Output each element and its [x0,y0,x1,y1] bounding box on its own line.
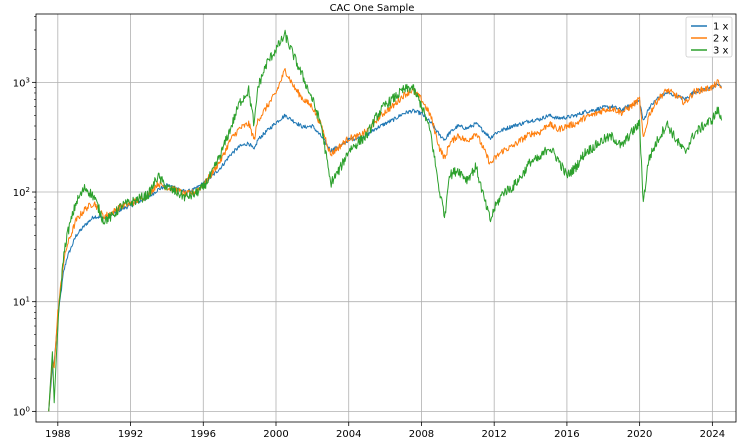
legend-label: 3 x [713,46,729,57]
y-tick-exponent: 2 [26,186,30,194]
x-tick-label: 1992 [118,429,143,440]
series-layer [48,29,722,412]
y-tick-exponent: 1 [26,296,30,304]
x-tick-label: 2020 [627,429,652,440]
grid [36,14,736,422]
x-tick-label: 2016 [554,429,579,440]
legend-label: 2 x [713,34,729,45]
x-tick-label: 2024 [700,429,725,440]
x-tick-label: 2012 [481,429,506,440]
x-tick-label: 2008 [409,429,434,440]
y-tick-label: 102 [13,186,30,199]
x-tick-label: 2000 [263,429,288,440]
y-tick-label: 100 [13,405,30,418]
x-axis: 1988 1992 1996 2000 2004 2008 2012 2016 2020 2024 [45,422,725,440]
y-tick-exponent: 0 [26,405,30,413]
y-tick-base: 10 [13,188,26,199]
legend-label: 1 x [713,22,729,33]
legend: 1 x2 x3 x [685,16,733,58]
chart-title: CAC One Sample [330,3,415,14]
x-tick-label: 1996 [191,429,216,440]
y-tick-exponent: 3 [26,76,30,84]
series-line-2 [48,68,722,412]
y-tick-base: 10 [13,78,26,89]
y-tick-base: 10 [13,298,26,309]
y-tick-label: 101 [13,296,30,309]
series-line-3 [48,29,722,412]
x-tick-label: 2004 [336,429,361,440]
x-tick-label: 1988 [45,429,70,440]
plot-frame [35,13,737,423]
y-tick-label: 103 [13,76,30,89]
series-line-1 [48,82,722,412]
y-tick-base: 10 [13,407,26,418]
legend-box [685,16,733,58]
